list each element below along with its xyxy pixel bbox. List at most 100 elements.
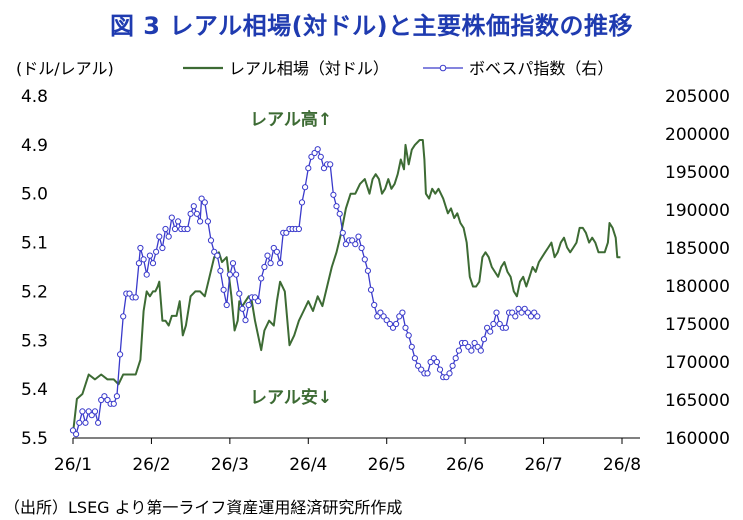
data-point	[239, 305, 246, 312]
data-point	[175, 218, 182, 225]
data-point	[512, 313, 519, 320]
data-point	[117, 351, 124, 358]
data-point	[427, 358, 434, 366]
data-point	[229, 260, 237, 267]
left-tick-label: 5.3	[21, 331, 48, 351]
data-point	[273, 248, 280, 255]
data-point	[214, 252, 221, 259]
data-point	[342, 241, 349, 248]
data-point	[110, 400, 117, 407]
data-point	[352, 241, 359, 248]
data-point	[149, 260, 157, 267]
data-point	[91, 408, 99, 415]
right-tick-label: 190000	[665, 201, 730, 221]
right-tick-label: 180000	[665, 277, 730, 297]
right-tick-label: 205000	[665, 87, 730, 107]
data-point	[314, 146, 321, 153]
data-point	[258, 275, 265, 282]
left-tick-label: 5.5	[21, 429, 48, 449]
x-tick-label: 26/7	[524, 455, 562, 475]
data-point	[305, 165, 312, 172]
data-point	[184, 225, 191, 233]
data-point	[355, 233, 362, 240]
legend: レアル相場（対ドル） ボベスパ指数（右）	[183, 59, 613, 78]
data-point	[233, 271, 240, 278]
data-point	[236, 290, 243, 297]
annotation-real-weak: レアル安↓	[250, 387, 332, 408]
data-point	[162, 225, 169, 233]
data-point	[418, 366, 425, 373]
series-2	[69, 146, 541, 438]
data-point	[361, 256, 368, 263]
data-point	[165, 233, 172, 240]
data-point	[73, 431, 80, 438]
data-point	[255, 298, 262, 305]
data-point	[521, 305, 528, 312]
dual-axis-line-chart: レアル相場（対ドル） ボベスパ指数（右） (ドル/レアル) 4.8 4.9 5.0 5.1…	[16, 59, 730, 475]
series-line	[72, 139, 621, 434]
data-point	[159, 244, 166, 252]
left-tick-label: 5.2	[21, 282, 48, 302]
data-point	[424, 370, 431, 377]
data-point	[433, 358, 440, 366]
left-tick-label: 5.1	[21, 234, 48, 254]
data-point	[113, 393, 121, 400]
data-point	[223, 301, 230, 309]
data-point	[283, 229, 290, 236]
data-point	[393, 320, 400, 328]
x-tick-label: 26/6	[446, 455, 484, 475]
left-tick-label: 4.8	[21, 87, 48, 107]
annotations: レアル高↑ レアル安↓	[250, 109, 332, 408]
data-point	[446, 370, 453, 377]
legend-marker	[439, 64, 447, 72]
x-axis: 26/1 26/2 26/3 26/4 26/5 26/6 26/7 26/8	[54, 437, 641, 475]
data-point	[449, 362, 456, 369]
data-point	[201, 199, 208, 206]
data-point	[452, 355, 459, 362]
data-point	[358, 244, 365, 252]
data-point	[377, 309, 384, 316]
series-1	[72, 139, 621, 434]
data-point	[402, 324, 409, 331]
data-point	[468, 347, 475, 354]
right-tick-label: 185000	[665, 239, 730, 259]
data-point	[171, 225, 179, 233]
right-tick-label: 160000	[665, 429, 730, 449]
data-point	[490, 320, 497, 328]
data-point	[317, 153, 324, 160]
right-tick-label: 165000	[665, 391, 730, 411]
data-point	[245, 301, 252, 309]
source-note: （出所）LSEG より第一ライフ資産運用経済研究所作成	[4, 498, 403, 517]
chart-title: 図 3 レアル相場(対ドル)と主要株価指数の推移	[109, 12, 634, 40]
legend-item: ボベスパ指数（右）	[423, 59, 613, 78]
x-tick-label: 26/3	[211, 455, 249, 475]
x-tick-label: 26/1	[54, 455, 92, 475]
data-point	[364, 267, 371, 274]
left-tick-label: 5.0	[21, 185, 48, 205]
data-point	[443, 374, 450, 381]
data-point	[264, 252, 271, 259]
data-point	[330, 191, 337, 198]
data-point	[339, 229, 346, 236]
data-point	[411, 355, 418, 362]
data-point	[76, 419, 83, 426]
data-point	[153, 248, 160, 255]
data-point	[480, 336, 488, 343]
data-point	[383, 317, 390, 324]
data-point	[242, 317, 249, 324]
data-point	[120, 313, 127, 320]
legend-item: レアル相場（対ドル）	[183, 59, 389, 78]
data-point	[336, 210, 343, 217]
data-point	[88, 412, 95, 419]
x-tick-label: 26/8	[603, 455, 641, 475]
annotation-real-strong: レアル高↑	[250, 109, 332, 130]
data-point	[302, 184, 309, 191]
x-tick-label: 26/5	[368, 455, 406, 475]
data-point	[132, 294, 139, 301]
data-point	[333, 203, 340, 210]
data-point	[168, 214, 175, 221]
data-point	[193, 210, 200, 217]
data-point	[277, 260, 284, 267]
data-point	[79, 408, 86, 415]
data-point	[327, 161, 334, 168]
